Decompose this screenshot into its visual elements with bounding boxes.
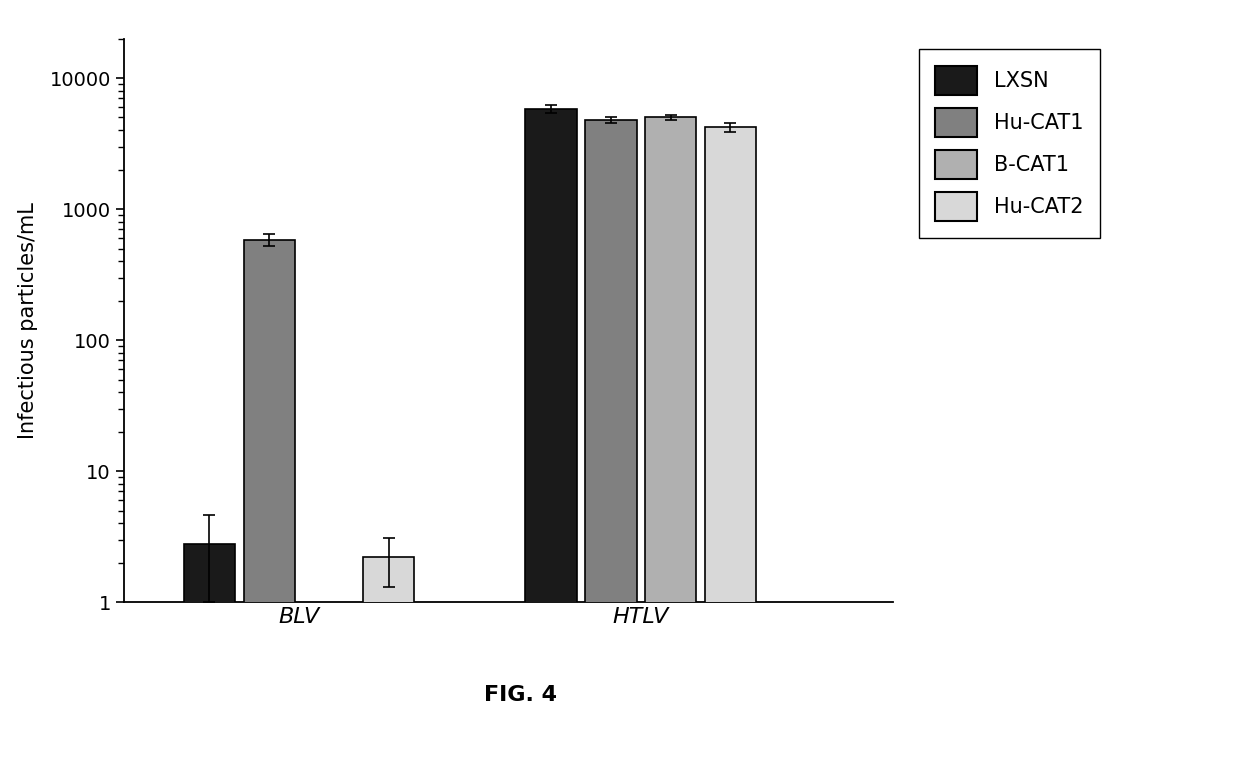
Bar — [363, 557, 414, 772]
Text: FIG. 4: FIG. 4 — [485, 685, 557, 705]
Bar — [585, 120, 636, 772]
Bar — [526, 109, 577, 772]
Bar — [704, 127, 756, 772]
Bar — [645, 117, 697, 772]
Y-axis label: Infectious particles/mL: Infectious particles/mL — [19, 202, 38, 438]
Bar — [184, 543, 236, 772]
Bar — [243, 240, 295, 772]
Legend: LXSN, Hu-CAT1, B-CAT1, Hu-CAT2: LXSN, Hu-CAT1, B-CAT1, Hu-CAT2 — [919, 49, 1100, 238]
